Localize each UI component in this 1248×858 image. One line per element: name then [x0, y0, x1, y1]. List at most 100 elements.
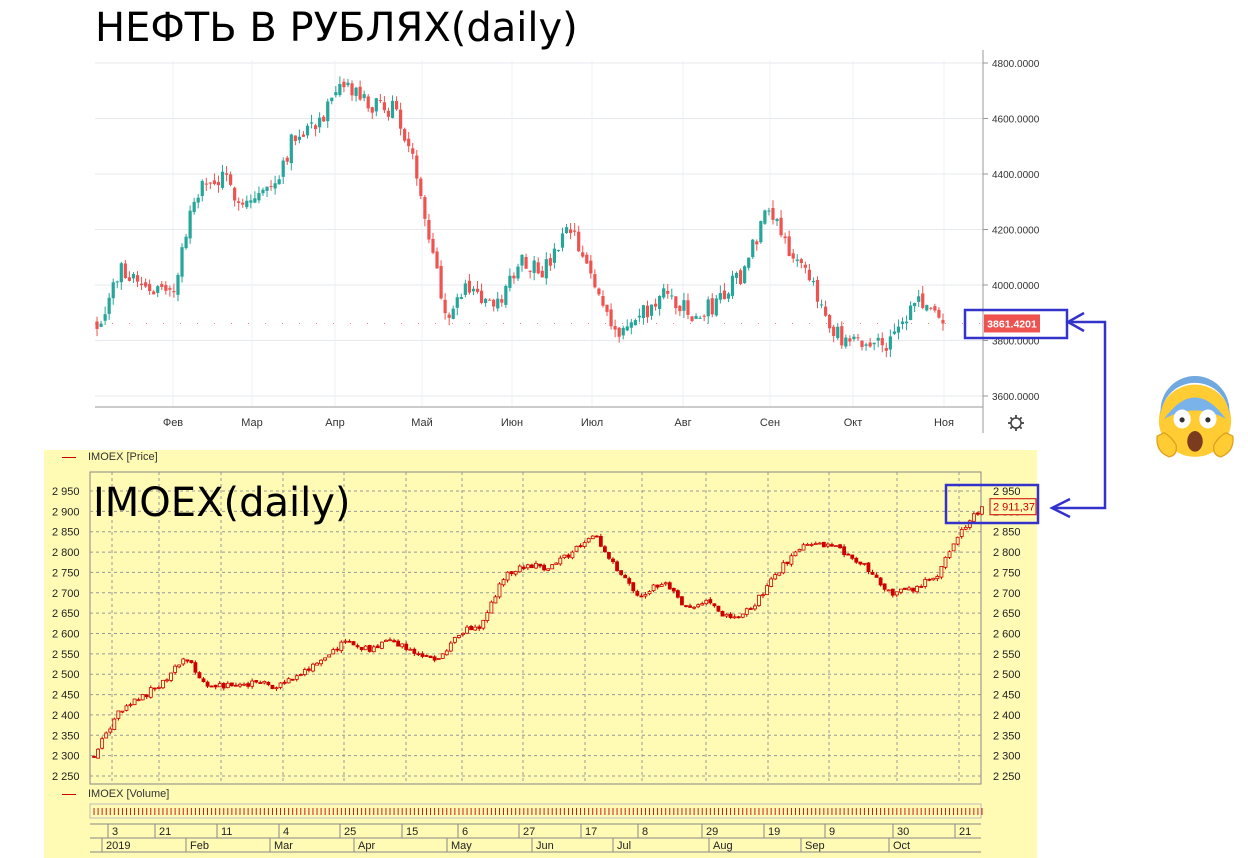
- imoex-candle-body: [639, 595, 644, 598]
- imoex-candle-body: [927, 578, 932, 581]
- imoex-volume-bars: [89, 803, 983, 819]
- imoex-candle-body: [826, 543, 830, 547]
- imoex-day-label: 4: [283, 826, 289, 838]
- oil-candle-body: [220, 171, 225, 188]
- imoex-candle-body: [501, 579, 506, 586]
- imoex-candle-body: [817, 542, 822, 545]
- oil-candle-body: [767, 210, 771, 212]
- oil-price-chart[interactable]: 4800.0000 4600.0000 4400.0000 4200.0000 4000…: [0, 50, 1060, 440]
- oil-price-axis: 4800.0000 4600.0000 4400.0000 4200.0000 4000…: [95, 50, 1040, 433]
- imoex-candle-body: [898, 588, 903, 593]
- imoex-candle-body: [148, 687, 153, 698]
- oil-candle-body: [921, 293, 925, 308]
- oil-candle-body: [601, 295, 605, 306]
- imoex-candle-body: [238, 683, 242, 687]
- oil-candle-body: [658, 296, 662, 309]
- imoex-candle-body: [890, 588, 895, 596]
- imoex-price-label-left: 2 650: [52, 608, 80, 620]
- oil-candle-body: [475, 288, 480, 292]
- imoex-price-label-right: 2 450: [993, 690, 1021, 702]
- imoex-candle-body: [181, 658, 186, 665]
- imoex-candle-body: [144, 694, 149, 698]
- imoex-candle-body: [213, 684, 218, 688]
- imoex-candle-body: [461, 632, 465, 635]
- imoex-candle-body: [408, 648, 413, 651]
- oil-candle-body: [771, 207, 775, 220]
- imoex-candle-body: [736, 616, 741, 619]
- oil-candle-body: [787, 236, 791, 257]
- oil-candle-body: [439, 265, 443, 299]
- oil-candle-body: [233, 187, 237, 201]
- imoex-candle-body: [388, 639, 392, 642]
- imoex-price-label-left: 2 850: [52, 527, 80, 539]
- oil-candle-body: [560, 233, 565, 248]
- oil-candle-body: [892, 331, 897, 334]
- imoex-candle-body: [866, 562, 871, 572]
- oil-candle-body: [200, 181, 204, 197]
- imoex-current-price-label: 2 911,37: [993, 502, 1035, 514]
- oil-candle-body: [860, 340, 864, 347]
- oil-candle-body: [848, 338, 852, 342]
- oil-candle-body: [908, 305, 913, 321]
- oil-candle-body: [362, 94, 366, 99]
- oil-month-label: Сен: [760, 417, 780, 429]
- imoex-price-label-left: 2 550: [52, 649, 80, 661]
- oil-candle-body: [722, 290, 727, 300]
- imoex-candle-body: [335, 648, 340, 651]
- imoex-price-label-left: 2 400: [52, 710, 80, 722]
- oil-candle-body: [407, 138, 411, 147]
- imoex-candle-body: [319, 659, 323, 665]
- imoex-candle-body: [290, 678, 295, 681]
- oil-candle-body: [520, 254, 524, 266]
- legend-volume: IMOEX [Volume]: [62, 788, 169, 800]
- oil-candle-body: [925, 304, 929, 311]
- oil-candle-body: [556, 250, 561, 252]
- imoex-candle-body: [805, 544, 810, 546]
- oil-candle-body: [99, 323, 103, 327]
- oil-candle-body: [783, 236, 787, 239]
- imoex-candle-body: [570, 551, 575, 559]
- imoex-candle-body: [684, 605, 688, 607]
- gear-icon[interactable]: [1008, 415, 1024, 431]
- imoex-candle-body: [789, 555, 794, 565]
- oil-candle-body: [613, 325, 617, 330]
- oil-candle-body: [633, 320, 637, 326]
- oil-candle-body: [585, 254, 589, 264]
- imoex-price-label-right: 2 650: [993, 608, 1021, 620]
- imoex-candle-body: [542, 564, 546, 571]
- imoex-candle-body: [627, 578, 632, 584]
- oil-candle-body: [880, 338, 884, 346]
- imoex-candle-body: [667, 582, 672, 590]
- oil-candle-body: [127, 277, 132, 281]
- oil-candle-body: [342, 81, 346, 88]
- imoex-candle-body: [509, 571, 514, 575]
- imoex-candle-body: [854, 557, 859, 563]
- imoex-month-label: May: [451, 840, 472, 852]
- oil-candle-body: [941, 320, 945, 324]
- oil-candle-body: [463, 283, 467, 295]
- oil-candle-body: [653, 303, 658, 307]
- oil-candle-body: [346, 82, 350, 86]
- imoex-day-label: 27: [523, 826, 535, 838]
- imoex-candle-body: [773, 574, 778, 580]
- imoex-price-label-right: 2 350: [993, 730, 1021, 742]
- imoex-candle-body: [558, 557, 563, 565]
- gear-icon-ring: [1010, 417, 1022, 429]
- oil-candle-body: [581, 252, 585, 257]
- imoex-candle-body: [136, 699, 141, 702]
- imoex-title: IMOEX(daily): [93, 480, 351, 526]
- gear-icon-tooth: [1018, 416, 1023, 421]
- imoex-candle-body: [351, 641, 356, 646]
- oil-candle-body: [828, 315, 832, 329]
- imoex-candle-body: [205, 681, 210, 687]
- oil-month-label: Апр: [325, 417, 344, 429]
- imoex-candle-body: [379, 641, 384, 649]
- oil-candle-body: [265, 186, 269, 191]
- oil-candle-body: [483, 298, 488, 304]
- imoex-candle-body: [963, 526, 968, 530]
- imoex-candle-body: [473, 626, 478, 631]
- oil-candle-body: [536, 262, 540, 274]
- imoex-candle-body: [359, 646, 364, 650]
